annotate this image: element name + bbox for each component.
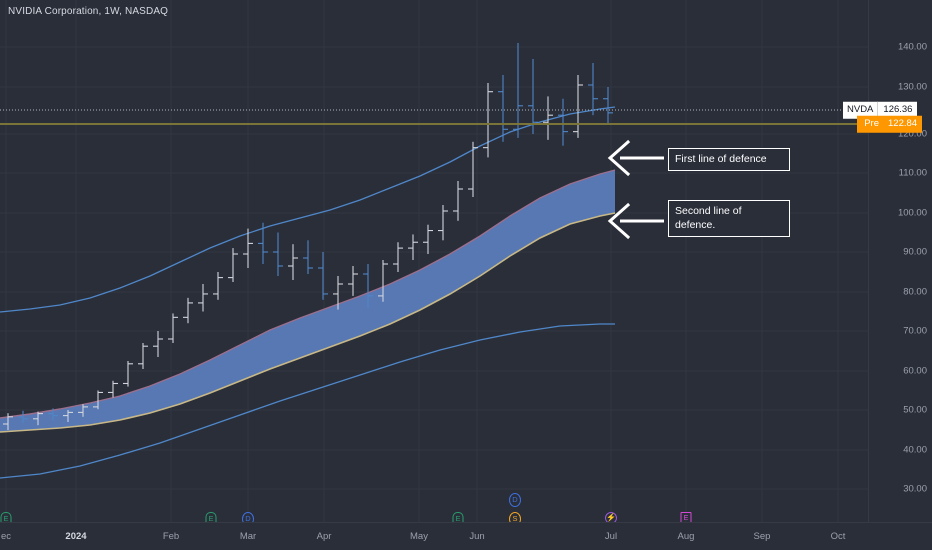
ohlc-bars <box>3 43 613 430</box>
ohlc-bar <box>453 181 463 221</box>
time-axis[interactable]: ec 2024 Feb Mar Apr May Jun Jul Aug Sep Oct <box>0 522 932 550</box>
price-tick-60: 60.00 <box>903 365 927 377</box>
price-axis[interactable]: 140.00 130.00 120.00 110.00 100.00 90.00 80.00… <box>843 0 932 522</box>
ohlc-bar <box>138 343 148 369</box>
price-tick-120: 120.00 <box>897 128 927 140</box>
time-tick-apr: Apr <box>316 531 332 542</box>
time-tick-aug: Aug <box>677 531 695 542</box>
ohlc-bar <box>528 59 538 134</box>
earnings-marker-feb[interactable]: E <box>205 512 217 522</box>
ohlc-bar <box>33 411 43 426</box>
time-tick-mar: Mar <box>239 531 257 542</box>
price-tick-50: 50.00 <box>903 404 927 416</box>
ohlc-bar <box>108 380 118 398</box>
event-markers: E E D E D S ⚡ E <box>0 493 692 522</box>
time-tick-jun: Jun <box>469 531 485 542</box>
pre-market-price-label-tag: Pre <box>857 115 883 133</box>
price-tick-140: 140.00 <box>897 41 927 53</box>
ohlc-bar <box>303 240 313 274</box>
annotation-first-line-of-defence[interactable]: First line of defence <box>668 148 790 171</box>
price-tick-100: 100.00 <box>897 207 927 219</box>
upper-moving-average-line <box>0 106 616 313</box>
ohlc-bar <box>93 390 103 410</box>
ohlc-bar <box>333 276 343 310</box>
ohlc-bar <box>3 413 13 430</box>
last-price-label[interactable]: NVDA 126.36 <box>843 101 918 119</box>
price-tick-110: 110.00 <box>898 167 927 179</box>
ohlc-bar <box>603 87 613 125</box>
ohlc-bar <box>168 313 178 343</box>
ohlc-bar <box>198 284 208 312</box>
chart-price-lines <box>0 109 868 125</box>
ohlc-bar <box>63 410 73 422</box>
chart-plot-area[interactable]: E E D E D S ⚡ E First line of defence Second lin… <box>0 0 868 522</box>
ohlc-bar <box>573 75 583 138</box>
ohlc-bar <box>408 234 418 260</box>
ohlc-bar <box>498 75 508 142</box>
band-lower-edge-line <box>0 212 616 433</box>
price-tick-90: 90.00 <box>903 246 927 258</box>
time-tick-may: May <box>410 531 428 542</box>
split-marker-jun[interactable]: S <box>509 512 521 522</box>
band-upper-edge-line <box>0 169 616 419</box>
ohlc-bar <box>438 205 448 241</box>
price-tick-130: 130.00 <box>897 81 927 93</box>
ohlc-bar <box>558 98 568 146</box>
ohlc-bar <box>423 224 433 254</box>
ma-ribbon-fill <box>0 170 615 432</box>
pre-market-price-label-value: 122.84 <box>883 115 923 133</box>
ohlc-bar <box>273 232 283 276</box>
dividend-marker-jun[interactable]: D <box>509 493 521 507</box>
time-tick-sep: Sep <box>753 531 771 542</box>
news-marker-jul[interactable]: ⚡ <box>605 512 617 522</box>
time-tick-oct: Oct <box>830 531 846 542</box>
price-tick-70: 70.00 <box>903 325 927 337</box>
time-tick-feb: Feb <box>162 531 180 542</box>
price-tick-40: 40.00 <box>903 444 927 456</box>
time-tick-jul: Jul <box>604 531 618 542</box>
ohlc-bar <box>513 43 523 138</box>
time-tick-ec: ec <box>0 531 12 542</box>
ohlc-bar <box>468 141 478 197</box>
last-price-label-tag: NVDA <box>843 101 878 119</box>
pre-market-price-label[interactable]: Pre 122.84 <box>857 115 923 133</box>
ohlc-bar <box>318 252 328 300</box>
price-tick-80: 80.00 <box>903 286 927 298</box>
price-tick-30: 30.00 <box>903 483 927 495</box>
ohlc-bar <box>378 260 388 302</box>
ohlc-bar <box>228 248 238 282</box>
ohlc-bar <box>18 410 28 423</box>
last-price-label-value: 126.36 <box>877 101 918 119</box>
ohlc-bar <box>588 63 598 116</box>
earnings-marker-may[interactable]: E <box>452 512 464 522</box>
dividend-marker-feb[interactable]: D <box>242 512 254 522</box>
chart-series-layer <box>0 43 616 479</box>
ohlc-bar <box>348 266 358 296</box>
ohlc-bar <box>393 242 403 272</box>
ohlc-bar <box>78 404 88 417</box>
ohlc-bar <box>243 228 253 268</box>
ohlc-bar <box>483 83 493 158</box>
ohlc-bar <box>258 222 268 264</box>
ohlc-bar <box>543 96 553 140</box>
ohlc-bar <box>213 272 223 300</box>
ohlc-bar <box>363 264 373 308</box>
esm-marker-aug[interactable]: E <box>680 512 692 522</box>
chart-gridlines <box>0 0 868 522</box>
ohlc-bar <box>48 408 58 421</box>
annotation-second-line-of-defence[interactable]: Second line of defence. <box>668 200 790 237</box>
lower-moving-average-line <box>0 323 615 479</box>
ohlc-bar <box>183 297 193 324</box>
earnings-marker-nov[interactable]: E <box>0 512 12 522</box>
ohlc-bar <box>123 361 133 387</box>
ohlc-bar <box>153 331 163 357</box>
time-tick-2024: 2024 <box>65 531 87 542</box>
ohlc-bar <box>288 244 298 280</box>
